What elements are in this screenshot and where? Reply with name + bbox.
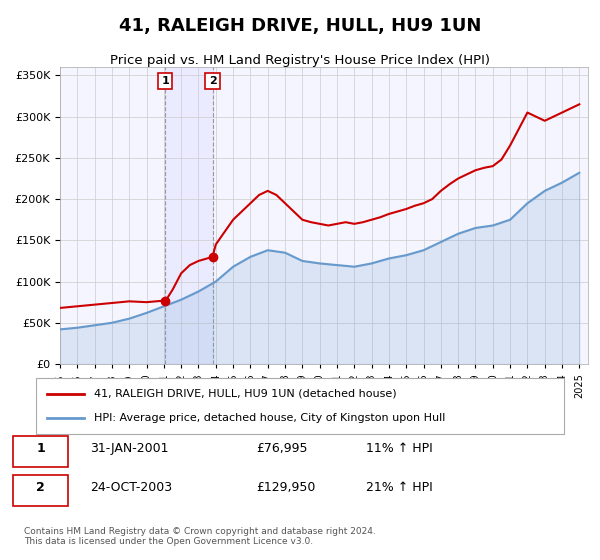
Text: 24-OCT-2003: 24-OCT-2003: [90, 481, 172, 494]
Text: £76,995: £76,995: [256, 442, 307, 455]
Text: 1: 1: [161, 76, 169, 86]
FancyBboxPatch shape: [13, 475, 68, 506]
Text: 41, RALEIGH DRIVE, HULL, HU9 1UN (detached house): 41, RALEIGH DRIVE, HULL, HU9 1UN (detach…: [94, 389, 397, 399]
Text: £129,950: £129,950: [256, 481, 315, 494]
Bar: [165, 67, 212, 364]
FancyBboxPatch shape: [13, 436, 68, 467]
Text: 2: 2: [36, 481, 45, 494]
Text: 1: 1: [36, 442, 45, 455]
FancyBboxPatch shape: [36, 378, 564, 434]
Text: 11% ↑ HPI: 11% ↑ HPI: [366, 442, 433, 455]
Text: 21% ↑ HPI: 21% ↑ HPI: [366, 481, 433, 494]
Text: HPI: Average price, detached house, City of Kingston upon Hull: HPI: Average price, detached house, City…: [94, 413, 445, 423]
Text: 31-JAN-2001: 31-JAN-2001: [90, 442, 169, 455]
Text: Contains HM Land Registry data © Crown copyright and database right 2024.
This d: Contains HM Land Registry data © Crown c…: [24, 526, 376, 546]
Text: Price paid vs. HM Land Registry's House Price Index (HPI): Price paid vs. HM Land Registry's House …: [110, 54, 490, 67]
Text: 41, RALEIGH DRIVE, HULL, HU9 1UN: 41, RALEIGH DRIVE, HULL, HU9 1UN: [119, 17, 481, 35]
Text: 2: 2: [209, 76, 217, 86]
